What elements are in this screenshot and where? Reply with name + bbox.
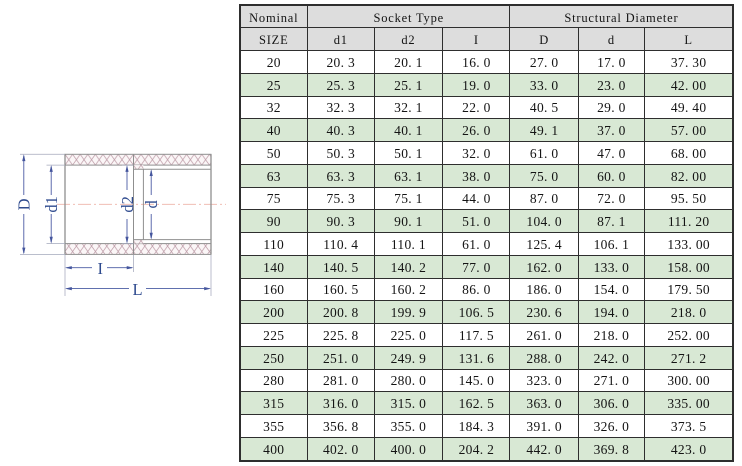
- svg-text:d1: d1: [42, 196, 61, 213]
- svg-text:D: D: [15, 198, 34, 210]
- svg-text:I: I: [98, 259, 104, 278]
- svg-text:d: d: [142, 199, 161, 208]
- svg-text:L: L: [132, 280, 142, 299]
- svg-text:d2: d2: [118, 196, 137, 213]
